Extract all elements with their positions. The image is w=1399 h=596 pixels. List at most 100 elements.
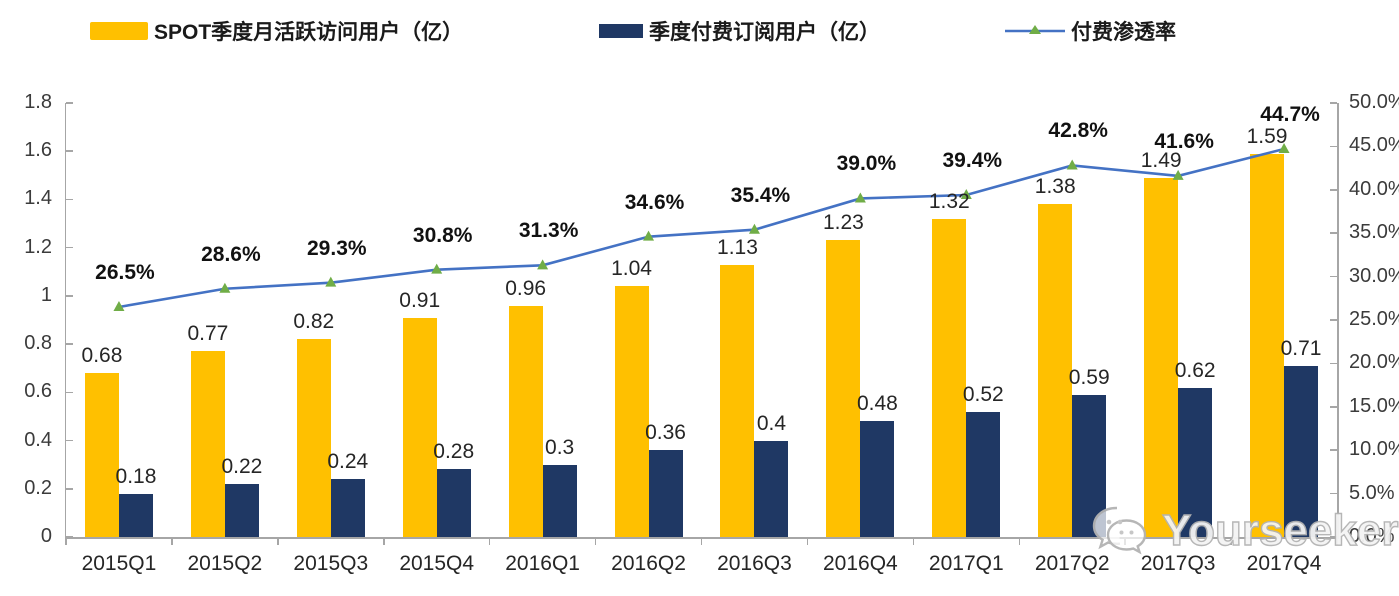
x-axis-tick <box>594 538 597 545</box>
subscriber-value-label: 0.4 <box>756 411 787 435</box>
x-axis-tick <box>806 538 809 545</box>
bar-subscribers <box>754 440 789 537</box>
x-axis-line <box>64 537 1339 539</box>
mau-value-label: 0.77 <box>187 322 229 346</box>
x-axis-tick <box>1336 538 1338 545</box>
line-marker-triangle <box>113 300 125 311</box>
right-axis-tick <box>1330 189 1337 191</box>
mau-value-label: 1.59 <box>1246 124 1288 148</box>
bar-subscribers <box>966 411 1001 537</box>
x-axis-tick <box>171 538 173 545</box>
line-marker-triangle <box>537 259 549 270</box>
right-axis-tick <box>1330 319 1337 321</box>
right-axis-tick <box>1330 232 1337 234</box>
bar-subscribers <box>1284 365 1319 537</box>
right-axis-tick-label: 45.0% <box>1349 134 1399 157</box>
right-axis-tick-label: 35.0% <box>1349 221 1399 244</box>
x-axis-tick <box>912 538 915 545</box>
bar-mau <box>296 339 331 537</box>
right-axis-tick-label: 0.0% <box>1349 525 1395 547</box>
right-axis-tick <box>1330 449 1337 451</box>
mau-series-swatch <box>90 22 148 40</box>
right-axis-tick <box>1330 406 1337 408</box>
bar-subscribers <box>648 450 683 537</box>
left-axis-tick-label: 0.4 <box>24 428 52 451</box>
x-axis-category-label: 2016Q1 <box>505 552 580 575</box>
penetration-pct-label: 29.3% <box>307 236 367 260</box>
bar-mau <box>84 373 119 537</box>
right-axis-tick <box>1330 536 1337 538</box>
penetration-pct-label: 30.8% <box>412 223 473 247</box>
left-axis-tick-label: 0.8 <box>24 332 52 355</box>
line-marker-triangle <box>1066 159 1078 170</box>
left-axis-tick-label: 1 <box>40 283 52 306</box>
bar-mau <box>190 351 225 537</box>
bar-mau <box>720 264 755 537</box>
x-axis-tick <box>1124 538 1126 545</box>
bar-subscribers <box>542 464 577 537</box>
left-axis-tick-label: 0.6 <box>24 380 52 403</box>
penetration-pct-label: 41.6% <box>1154 129 1214 153</box>
left-axis-tick <box>66 536 73 538</box>
x-axis-tick <box>1230 538 1232 545</box>
left-axis-tick-label: 1.2 <box>24 235 52 258</box>
legend-item-penetration: 付费渗透率 <box>1005 17 1176 45</box>
left-axis-tick <box>66 295 73 297</box>
bar-subscribers <box>436 469 471 537</box>
right-axis-tick <box>1330 275 1337 278</box>
right-axis-line <box>1337 103 1339 538</box>
x-axis-category-label: 2016Q4 <box>823 552 898 575</box>
bar-mau <box>826 240 861 537</box>
legend-item-mau: SPOT季度月活跃访问用户（亿） <box>90 17 463 45</box>
bar-subscribers <box>118 493 153 537</box>
left-axis-tick-label: 1.8 <box>24 91 52 113</box>
legend-label-mau: SPOT季度月活跃访问用户（亿） <box>154 21 464 44</box>
x-axis-tick <box>65 538 67 545</box>
penetration-pct-label: 39.0% <box>836 152 897 176</box>
left-axis-tick <box>66 488 73 490</box>
subscriber-value-label: 0.24 <box>327 450 369 474</box>
legend-label-subscribers: 季度付费订阅用户（亿） <box>649 21 880 44</box>
x-axis-category-label: 2017Q2 <box>1034 552 1110 575</box>
bar-subscribers <box>224 483 259 537</box>
right-axis-tick-label: 15.0% <box>1349 394 1399 417</box>
subscriber-value-label: 0.59 <box>1068 365 1110 389</box>
mau-value-label: 1.23 <box>822 211 864 235</box>
bar-subscribers <box>1072 394 1107 537</box>
x-axis-category-label: 2015Q2 <box>187 552 263 575</box>
line-marker-triangle <box>431 263 443 274</box>
penetration-pct-label: 39.4% <box>942 149 1003 172</box>
line-marker-triangle <box>854 192 866 203</box>
x-axis-category-label: 2017Q1 <box>928 552 1004 575</box>
left-axis-tick <box>66 343 73 345</box>
subscriber-series-swatch <box>599 24 643 38</box>
penetration-pct-label: 34.6% <box>624 190 685 214</box>
subscriber-value-label: 0.18 <box>115 464 157 488</box>
subscriber-value-label: 0.52 <box>962 382 1004 406</box>
bar-mau <box>614 286 649 537</box>
x-axis-category-label: 2017Q3 <box>1140 552 1216 575</box>
x-axis-category-label: 2015Q4 <box>399 552 475 575</box>
subscriber-value-label: 0.3 <box>545 435 575 459</box>
bar-subscribers <box>1178 387 1213 537</box>
right-axis-tick <box>1330 362 1337 365</box>
right-axis-tick-label: 10.0% <box>1349 438 1399 461</box>
subscriber-value-label: 0.71 <box>1280 336 1322 360</box>
penetration-pct-label: 26.5% <box>95 260 155 284</box>
subscriber-value-label: 0.62 <box>1174 358 1216 382</box>
subscriber-value-label: 0.36 <box>645 421 686 445</box>
left-axis-tick <box>66 102 73 104</box>
line-marker-swatch <box>1005 25 1065 34</box>
right-axis-tick <box>1330 145 1337 148</box>
bar-mau <box>932 218 967 537</box>
right-axis-tick <box>1330 102 1337 104</box>
right-axis-tick-label: 30.0% <box>1349 264 1399 287</box>
line-marker-triangle <box>325 276 337 287</box>
x-axis-category-label: 2015Q1 <box>81 552 157 575</box>
mau-value-label: 1.04 <box>611 257 652 281</box>
bar-mau <box>1144 177 1179 537</box>
bar-mau <box>402 317 437 537</box>
x-axis-category-label: 2016Q2 <box>611 552 686 575</box>
legend-label-penetration: 付费渗透率 <box>1071 21 1176 44</box>
left-axis-tick-label: 0.2 <box>24 476 52 499</box>
